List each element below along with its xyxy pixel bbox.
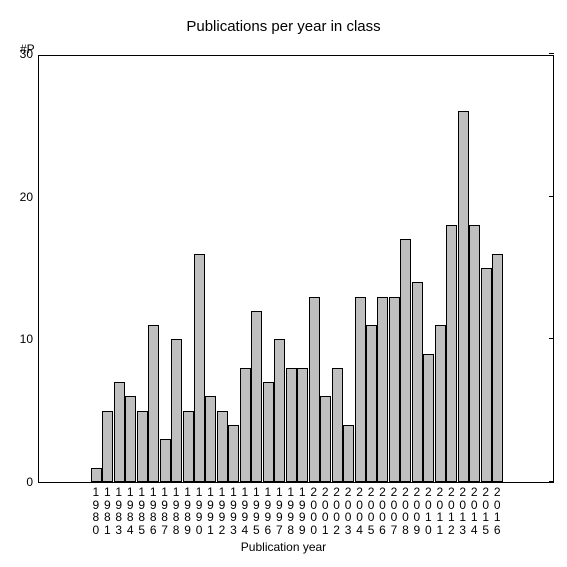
x-tick-label: 1998 [286, 482, 296, 536]
x-tick-label: 1995 [252, 482, 262, 536]
x-axis-title: Publication year [0, 540, 567, 554]
x-tick-label: 2002 [332, 482, 342, 536]
bar [274, 339, 285, 482]
x-tick-label: 2004 [355, 482, 365, 536]
x-tick-label: 1985 [137, 482, 147, 536]
bar [309, 297, 320, 482]
x-tick-label: 2005 [367, 482, 377, 536]
bar [160, 439, 171, 482]
bar [423, 354, 434, 482]
x-tick-label: 1988 [172, 482, 182, 536]
x-tick-label: 2015 [481, 482, 491, 536]
bar [148, 325, 159, 482]
x-tick-label: 1999 [298, 482, 308, 536]
x-tick-label: 1997 [275, 482, 285, 536]
x-tick-label: 2010 [424, 482, 434, 536]
bar [343, 425, 354, 482]
x-tick-label: 1992 [217, 482, 227, 536]
bar [481, 268, 492, 482]
x-tick-label: 1986 [149, 482, 159, 536]
bar [171, 339, 182, 482]
x-tick-label: 2001 [321, 482, 331, 536]
x-tick-label: 2003 [344, 482, 354, 536]
x-tick-label: 2012 [447, 482, 457, 536]
bar [297, 368, 308, 482]
bar [205, 396, 216, 482]
y-tick-label: 30 [20, 47, 39, 61]
bar [286, 368, 297, 482]
chart-container: Publications per year in class #P 010203… [0, 0, 567, 567]
bar [217, 411, 228, 482]
y-tick-mark [549, 338, 554, 339]
x-tick-label: 2011 [435, 482, 445, 536]
y-tick-label: 10 [20, 332, 39, 346]
bar [469, 225, 480, 482]
x-tick-label: 2008 [401, 482, 411, 536]
bar [228, 425, 239, 482]
bar [194, 254, 205, 482]
bar [125, 396, 136, 482]
x-tick-label: 2007 [389, 482, 399, 536]
bar [366, 325, 377, 482]
y-tick-mark [549, 196, 554, 197]
bar [320, 396, 331, 482]
bar [400, 239, 411, 482]
y-tick-mark [549, 53, 554, 54]
bar [183, 411, 194, 482]
bar [102, 411, 113, 482]
x-tick-label: 2006 [378, 482, 388, 536]
x-tick-label: 2013 [458, 482, 468, 536]
x-tick-label: 2009 [412, 482, 422, 536]
bar [332, 368, 343, 482]
bar [137, 411, 148, 482]
bar [355, 297, 366, 482]
y-tick-label: 20 [20, 190, 39, 204]
bar [446, 225, 457, 482]
bar [389, 297, 400, 482]
bar [251, 311, 262, 482]
x-tick-label: 1987 [160, 482, 170, 536]
bar [377, 297, 388, 482]
bar [492, 254, 503, 482]
y-tick-mark [549, 481, 554, 482]
x-tick-label: 2000 [309, 482, 319, 536]
x-tick-label: 1996 [263, 482, 273, 536]
x-tick-label: 1994 [240, 482, 250, 536]
bar [263, 382, 274, 482]
bar [91, 468, 102, 482]
x-tick-label: 1989 [183, 482, 193, 536]
bar [412, 282, 423, 482]
x-tick-label: 1983 [114, 482, 124, 536]
x-tick-label: 1990 [195, 482, 205, 536]
x-tick-label: 1991 [206, 482, 216, 536]
x-tick-label: 1993 [229, 482, 239, 536]
bar [114, 382, 125, 482]
bar [458, 111, 469, 482]
chart-title: Publications per year in class [0, 18, 567, 35]
x-tick-label: 2014 [470, 482, 480, 536]
bar [240, 368, 251, 482]
plot-area: 0102030198019811983198419851986198719881… [38, 55, 554, 483]
x-tick-label: 1980 [91, 482, 101, 536]
x-tick-label: 2016 [493, 482, 503, 536]
bar [435, 325, 446, 482]
y-tick-label: 0 [26, 475, 39, 489]
x-tick-label: 1984 [126, 482, 136, 536]
x-tick-label: 1981 [103, 482, 113, 536]
